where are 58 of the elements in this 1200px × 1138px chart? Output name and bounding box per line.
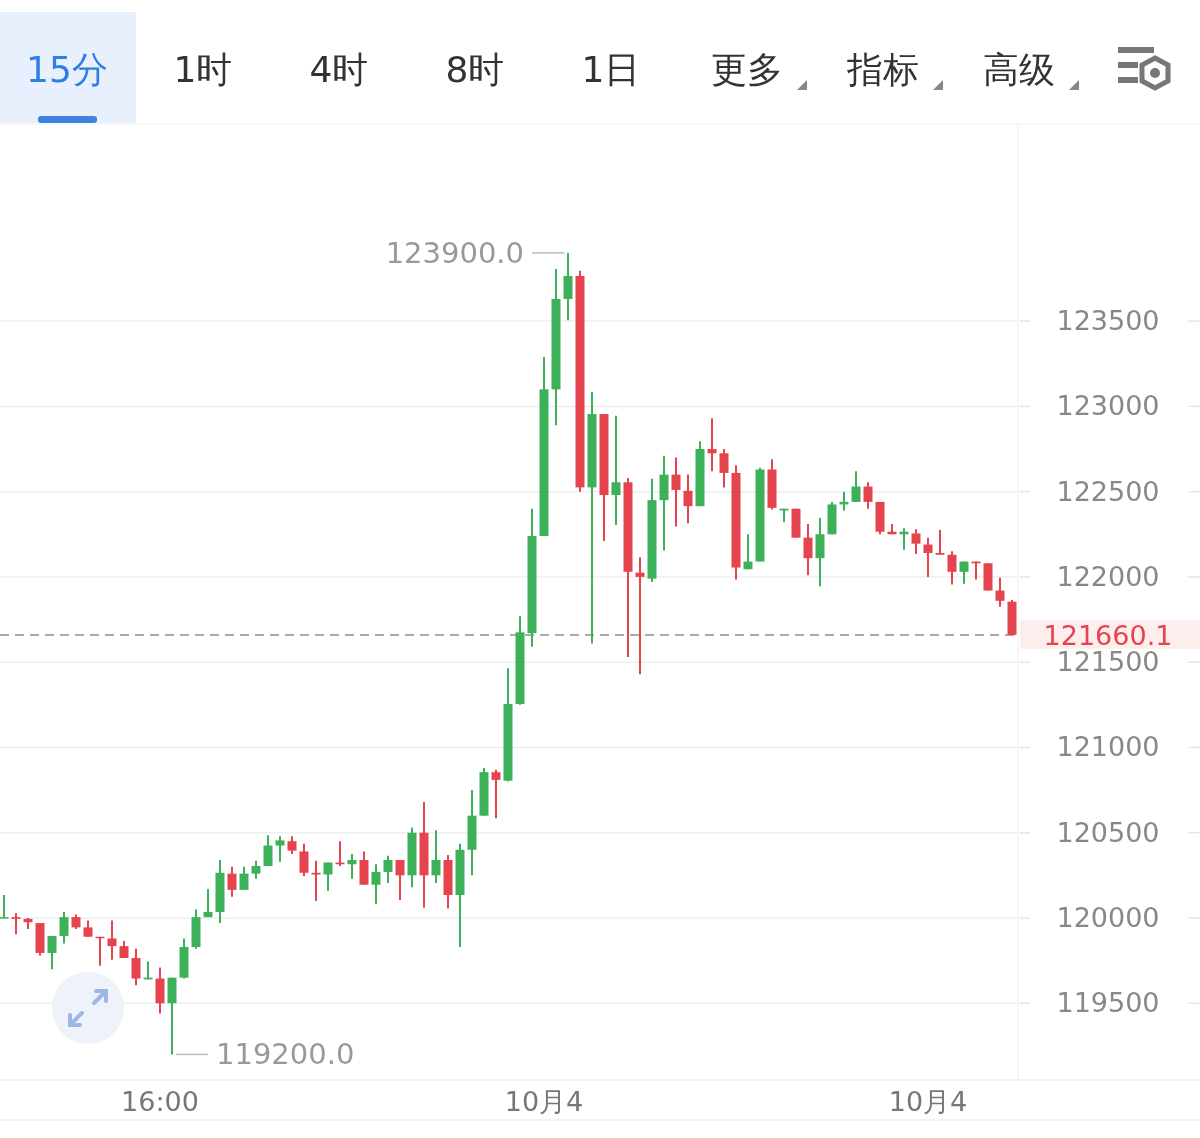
candlestick [299,842,309,878]
candlestick [563,251,573,322]
candlestick [947,550,957,586]
y-tick-label: 122500 [1056,475,1160,507]
candlestick [923,536,933,578]
annotation: 123900.0 [385,235,524,270]
annotation: 119200.0 [216,1037,355,1072]
candlestick [431,829,441,885]
y-tick-label: 123500 [1056,305,1160,337]
candlestick [0,893,9,919]
candlestick [203,888,213,919]
x-tick-label: 16:00 [121,1086,199,1117]
y-tick-label: 119500 [1056,987,1160,1019]
candlestick [707,417,717,473]
candlestick [263,834,273,867]
candlestick [311,859,321,902]
candlestick [611,414,621,526]
text: 15分 [26,49,108,90]
candlestick [815,517,825,588]
text: 高级 [983,49,1055,90]
y-tick-label: 120500 [1056,816,1160,848]
y-tick-label: 123000 [1056,390,1160,422]
candlestick [239,865,249,891]
candlestick [11,911,21,936]
candlestick [107,919,117,961]
candlestick [491,768,501,820]
candlestick [863,481,873,510]
candlestick [803,523,813,577]
candlestick [323,861,333,892]
candlestick [395,859,405,902]
text: 1时 [173,49,233,90]
candlestick [719,448,729,489]
candlestick [47,934,57,971]
y-tick-label: 120000 [1056,901,1160,933]
y-tick-label: 121000 [1056,731,1160,763]
x-tick-label: 10月4 [888,1086,968,1117]
candlestick [59,911,69,945]
x-tick-label: 10月4 [504,1086,584,1117]
candlestick [635,556,645,676]
candlestick [383,854,393,885]
candlestick [671,456,681,528]
text: 8时 [445,49,505,90]
candlestick [743,533,753,571]
candlestick [227,865,237,898]
text: 4时 [309,49,369,90]
candlestick [911,528,921,555]
candlestick [347,853,357,880]
candlestick [371,863,381,906]
candlestick [275,835,285,863]
text: 更多 [711,49,783,90]
candlestick [935,529,945,556]
candlestick [131,947,141,987]
text: 指标 [846,49,919,90]
candlestick [995,576,1005,608]
candlestick [851,470,861,503]
candlestick [683,473,693,525]
y-tick-label: 122000 [1056,560,1160,592]
text: 1日 [581,49,641,90]
